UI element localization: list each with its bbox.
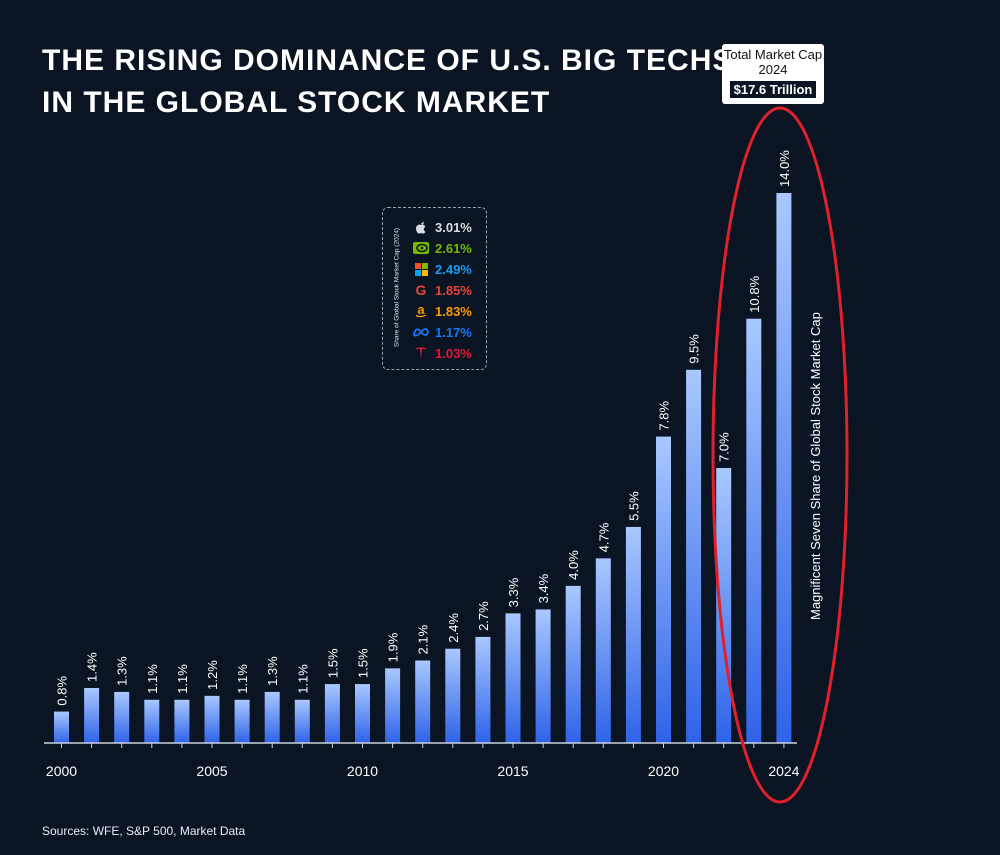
bar-2015 <box>505 613 521 743</box>
bar-2007 <box>264 691 280 743</box>
bar-2000 <box>54 711 69 743</box>
bar-2013 <box>445 648 461 743</box>
legend-item-tesla: 1.03% <box>413 343 472 363</box>
data-label-2001: 1.4% <box>85 652 100 682</box>
annotation-text: Magnificent Seven Share of Global Stock … <box>808 312 823 620</box>
legend-value-apple: 3.01% <box>435 219 472 235</box>
legend-item-microsoft: 2.49% <box>413 259 472 279</box>
legend-value-tesla: 1.03% <box>435 345 472 361</box>
legend-value-meta: 1.17% <box>435 324 472 340</box>
bar-2017 <box>565 585 581 743</box>
data-label-2020: 7.8% <box>657 400 672 430</box>
nvidia-icon <box>413 240 429 256</box>
data-label-2006: 1.1% <box>235 664 250 694</box>
company-share-legend: Share of Global Stock Market Cap (2024) … <box>382 207 487 370</box>
bar-2023 <box>746 318 762 743</box>
x-tick-label-2010: 2010 <box>347 763 378 779</box>
data-label-2010: 1.5% <box>356 648 371 678</box>
legend-item-amazon: a 1.83% <box>413 301 472 321</box>
data-label-2008: 1.1% <box>295 664 310 694</box>
market-cap-value: $17.6 Trillion <box>728 80 818 99</box>
data-label-2018: 4.7% <box>596 522 611 552</box>
data-label-2004: 1.1% <box>175 664 190 694</box>
bar-2010 <box>355 684 370 743</box>
amazon-icon: a <box>413 303 429 319</box>
chart-title-line-2: IN THE GLOBAL STOCK MARKET <box>42 86 551 119</box>
legend-value-google: 1.85% <box>435 282 472 298</box>
bar-2003 <box>144 699 160 743</box>
bar-2004 <box>174 699 190 743</box>
chart-title: THE RISING DOMINANCE OF U.S. BIG TECHS I… <box>42 40 733 124</box>
data-label-2000: 0.8% <box>55 675 70 705</box>
svg-text:G: G <box>416 283 427 297</box>
bar-2021 <box>686 369 702 743</box>
data-label-2011: 1.9% <box>386 632 401 662</box>
svg-text:a: a <box>417 304 425 317</box>
google-icon: G <box>413 282 429 298</box>
data-label-2016: 3.4% <box>536 573 551 603</box>
data-label-2013: 2.4% <box>446 613 461 643</box>
chart-title-line-1: THE RISING DOMINANCE OF U.S. BIG TECHS <box>42 44 734 77</box>
bar-2018 <box>595 558 611 743</box>
bar-2016 <box>535 609 551 743</box>
data-label-2022: 7.0% <box>717 432 732 462</box>
legend-value-amazon: 1.83% <box>435 303 472 319</box>
market-cap-year: 2024 <box>758 62 788 77</box>
data-label-2015: 3.3% <box>506 577 521 607</box>
legend-item-apple: 3.01% <box>413 217 472 237</box>
x-tick-label-2024: 2024 <box>768 763 799 779</box>
tesla-icon <box>413 345 429 361</box>
legend-item-meta: 1.17% <box>413 322 472 342</box>
bar-2019 <box>625 526 641 743</box>
bar-2014 <box>475 636 491 743</box>
source-note: Sources: WFE, S&P 500, Market Data <box>42 824 246 838</box>
data-label-2023: 10.8% <box>747 275 762 312</box>
apple-icon <box>413 219 429 235</box>
market-cap-box: Total Market Cap 2024 $17.6 Trillion <box>722 44 824 104</box>
market-cap-label: Total Market Cap <box>723 47 823 62</box>
microsoft-icon <box>413 261 429 277</box>
data-label-2009: 1.5% <box>325 648 340 678</box>
x-tick-label-2000: 2000 <box>46 763 77 779</box>
x-tick-label-2015: 2015 <box>497 763 528 779</box>
bar-2012 <box>415 660 431 743</box>
data-label-2024: 14.0% <box>777 150 792 187</box>
bar-2020 <box>656 436 671 743</box>
bar-2002 <box>114 691 130 743</box>
data-label-2005: 1.2% <box>205 660 220 690</box>
x-tick-label-2005: 2005 <box>196 763 227 779</box>
data-label-2012: 2.1% <box>416 624 431 654</box>
legend-item-google: G 1.85% <box>413 280 472 300</box>
bar-2009 <box>324 684 340 743</box>
meta-icon <box>413 324 429 340</box>
data-label-2014: 2.7% <box>476 601 491 631</box>
data-label-2007: 1.3% <box>265 656 280 686</box>
legend-value-microsoft: 2.49% <box>435 261 472 277</box>
legend-item-nvidia: 2.61% <box>413 238 472 258</box>
bar-2008 <box>294 699 310 743</box>
data-label-2021: 9.5% <box>687 334 702 364</box>
bar-2011 <box>385 668 401 743</box>
legend-value-nvidia: 2.61% <box>435 240 472 256</box>
bar-2001 <box>84 688 100 743</box>
x-tick-label-2020: 2020 <box>648 763 679 779</box>
highlight-ellipse <box>711 106 849 804</box>
data-label-2002: 1.3% <box>115 656 130 686</box>
bar-2005 <box>204 695 220 743</box>
bar-2024 <box>776 193 792 743</box>
data-label-2017: 4.0% <box>566 550 581 580</box>
data-label-2003: 1.1% <box>145 664 160 694</box>
bar-2006 <box>234 699 250 743</box>
data-label-2019: 5.5% <box>626 491 641 521</box>
